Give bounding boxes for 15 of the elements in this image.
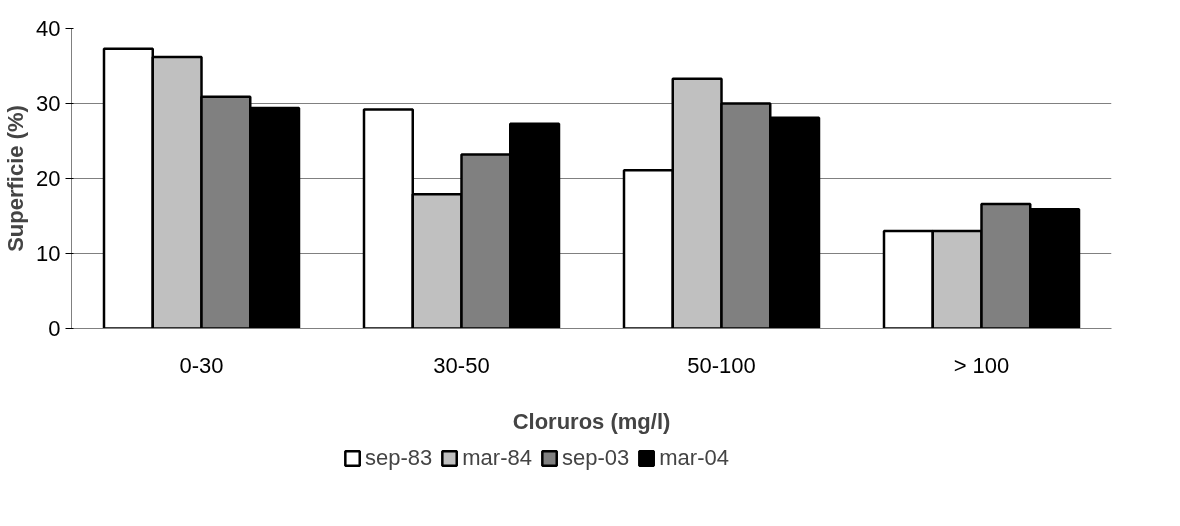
x-axis-title: Cloruros (mg/l) <box>512 408 671 434</box>
y-tick-label: 30 <box>36 91 61 116</box>
y-tick-label: 10 <box>36 241 61 266</box>
y-tick-label: 0 <box>48 316 61 341</box>
x-tick-label: 30-50 <box>433 352 490 378</box>
legend-label: mar-04 <box>659 445 729 471</box>
legend-label: mar-84 <box>462 445 532 471</box>
x-tick-label: 0-30 <box>179 352 224 378</box>
legend-label: sep-03 <box>561 445 630 471</box>
y-tick-label: 20 <box>36 166 61 191</box>
y-tick-label: 40 <box>36 16 61 41</box>
x-tick-label: > 100 <box>953 352 1010 378</box>
x-tick-label: 50-100 <box>687 352 756 378</box>
legend-label: sep-83 <box>365 445 433 471</box>
y-axis-title: Superficie (%) <box>3 105 29 252</box>
